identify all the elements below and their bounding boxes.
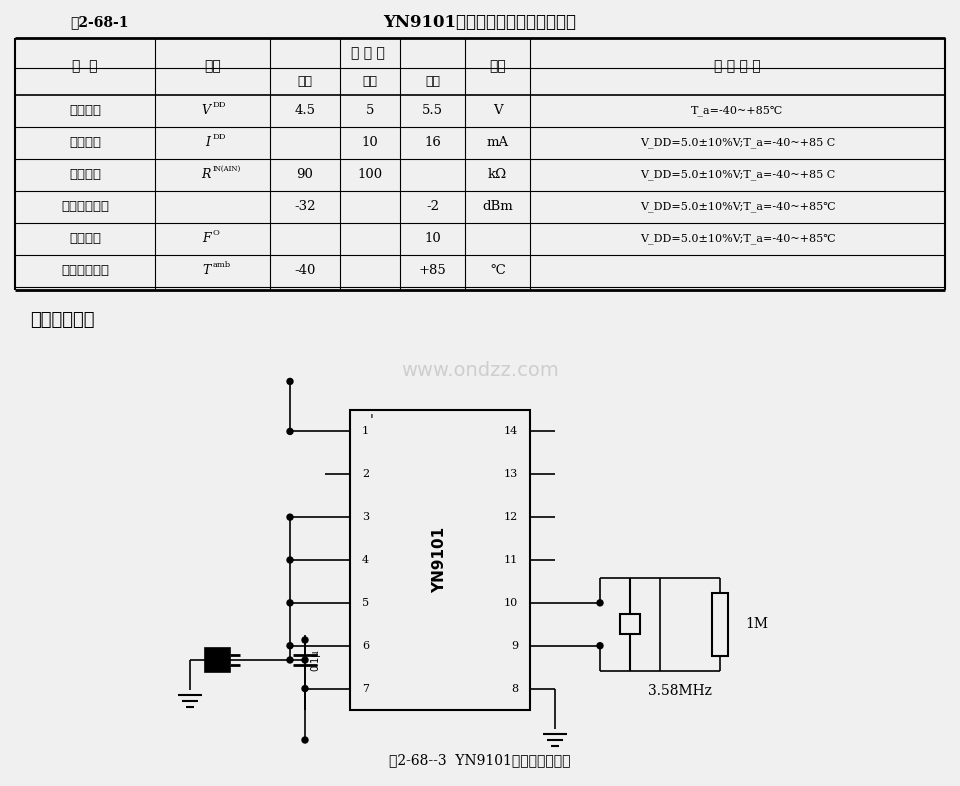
- Text: 单位: 单位: [490, 60, 506, 74]
- Text: 最小: 最小: [298, 75, 313, 88]
- Text: www.ondzz.com: www.ondzz.com: [401, 361, 559, 380]
- Text: 符号: 符号: [204, 60, 221, 74]
- Text: I: I: [205, 137, 210, 149]
- Text: 5.5: 5.5: [422, 105, 443, 117]
- Text: V_DD=5.0±10%V;T_a=-40~+85℃: V_DD=5.0±10%V;T_a=-40~+85℃: [639, 233, 835, 244]
- Text: F: F: [202, 233, 210, 245]
- Text: 10: 10: [362, 137, 378, 149]
- Text: 10: 10: [504, 598, 518, 608]
- Text: amb: amb: [212, 261, 230, 269]
- Text: 10: 10: [424, 233, 441, 245]
- Text: 3: 3: [362, 512, 370, 522]
- Text: 12: 12: [504, 512, 518, 522]
- Text: 16: 16: [424, 137, 441, 149]
- Text: 检测信号电平: 检测信号电平: [61, 200, 109, 214]
- Text: 14: 14: [504, 427, 518, 436]
- Text: 输入阻抗: 输入阻抗: [69, 168, 101, 182]
- Circle shape: [302, 637, 308, 643]
- Text: ℃: ℃: [490, 265, 505, 277]
- Text: 5: 5: [366, 105, 374, 117]
- Circle shape: [287, 557, 293, 563]
- Text: 11: 11: [504, 555, 518, 565]
- Bar: [350, 410, 530, 710]
- Text: 表2-68-1: 表2-68-1: [70, 15, 129, 29]
- Text: 典型: 典型: [363, 75, 377, 88]
- Text: kΩ: kΩ: [488, 168, 507, 182]
- Text: V: V: [492, 105, 502, 117]
- Text: 图2-68--3  YN9101典型应用电路图: 图2-68--3 YN9101典型应用电路图: [389, 753, 571, 767]
- Text: 4: 4: [362, 555, 370, 565]
- Circle shape: [302, 685, 308, 692]
- Circle shape: [302, 737, 308, 743]
- Text: V_DD=5.0±10%V;T_a=-40~+85 C: V_DD=5.0±10%V;T_a=-40~+85 C: [640, 138, 835, 149]
- Text: V_DD=5.0±10%V;T_a=-40~+85℃: V_DD=5.0±10%V;T_a=-40~+85℃: [639, 202, 835, 212]
- Circle shape: [287, 428, 293, 435]
- Bar: [620, 615, 640, 634]
- Text: 名  称: 名 称: [72, 60, 98, 74]
- Text: 参 数 值: 参 数 值: [350, 46, 384, 60]
- Text: 最大: 最大: [425, 75, 440, 88]
- Text: 测 试 条 件: 测 试 条 件: [714, 60, 761, 74]
- Text: 电源电流: 电源电流: [69, 137, 101, 149]
- Text: -40: -40: [295, 265, 316, 277]
- Text: 4.5: 4.5: [295, 105, 316, 117]
- Text: DD: DD: [212, 133, 226, 141]
- Text: 13: 13: [504, 469, 518, 479]
- Text: 90: 90: [297, 168, 313, 182]
- Text: T: T: [203, 265, 210, 277]
- Circle shape: [287, 657, 293, 663]
- Text: 9: 9: [511, 641, 518, 651]
- Text: T_a=-40~+85℃: T_a=-40~+85℃: [691, 105, 783, 116]
- Text: 7: 7: [362, 684, 369, 693]
- Text: IN(AIN): IN(AIN): [212, 165, 241, 173]
- Text: 1: 1: [362, 427, 370, 436]
- Text: 扇出能力: 扇出能力: [69, 233, 101, 245]
- Text: 工作环境温度: 工作环境温度: [61, 265, 109, 277]
- Text: O: O: [212, 229, 220, 237]
- Text: 5: 5: [362, 598, 370, 608]
- Circle shape: [597, 600, 603, 606]
- Circle shape: [287, 643, 293, 648]
- Text: YN9101: YN9101: [433, 527, 447, 593]
- Text: V: V: [202, 105, 210, 117]
- Bar: [712, 593, 728, 656]
- Text: 电源电压: 电源电压: [69, 105, 101, 117]
- Text: +85: +85: [419, 265, 446, 277]
- Text: R: R: [202, 168, 210, 182]
- Text: 2: 2: [362, 469, 370, 479]
- Text: mA: mA: [487, 137, 509, 149]
- Text: YN9101电气技术指标符号及参数值: YN9101电气技术指标符号及参数值: [383, 13, 577, 31]
- Circle shape: [597, 643, 603, 648]
- Text: dBm: dBm: [482, 200, 513, 214]
- Text: -2: -2: [426, 200, 439, 214]
- Text: DD: DD: [212, 101, 226, 109]
- Text: 10μ: 10μ: [210, 649, 220, 670]
- Bar: [205, 648, 230, 672]
- Text: ': ': [370, 414, 374, 428]
- Circle shape: [287, 514, 293, 520]
- Text: 3.58MHz: 3.58MHz: [648, 684, 712, 698]
- Text: 8: 8: [511, 684, 518, 693]
- Circle shape: [287, 378, 293, 384]
- Text: 6: 6: [362, 641, 370, 651]
- Circle shape: [287, 600, 293, 606]
- Text: 100: 100: [357, 168, 383, 182]
- Text: V_DD=5.0±10%V;T_a=-40~+85 C: V_DD=5.0±10%V;T_a=-40~+85 C: [640, 170, 835, 180]
- Text: 1M: 1M: [745, 617, 768, 631]
- Text: 0.1μ: 0.1μ: [310, 649, 320, 670]
- Circle shape: [302, 657, 308, 663]
- Text: 典型应用电路: 典型应用电路: [30, 311, 94, 329]
- Text: -32: -32: [295, 200, 316, 214]
